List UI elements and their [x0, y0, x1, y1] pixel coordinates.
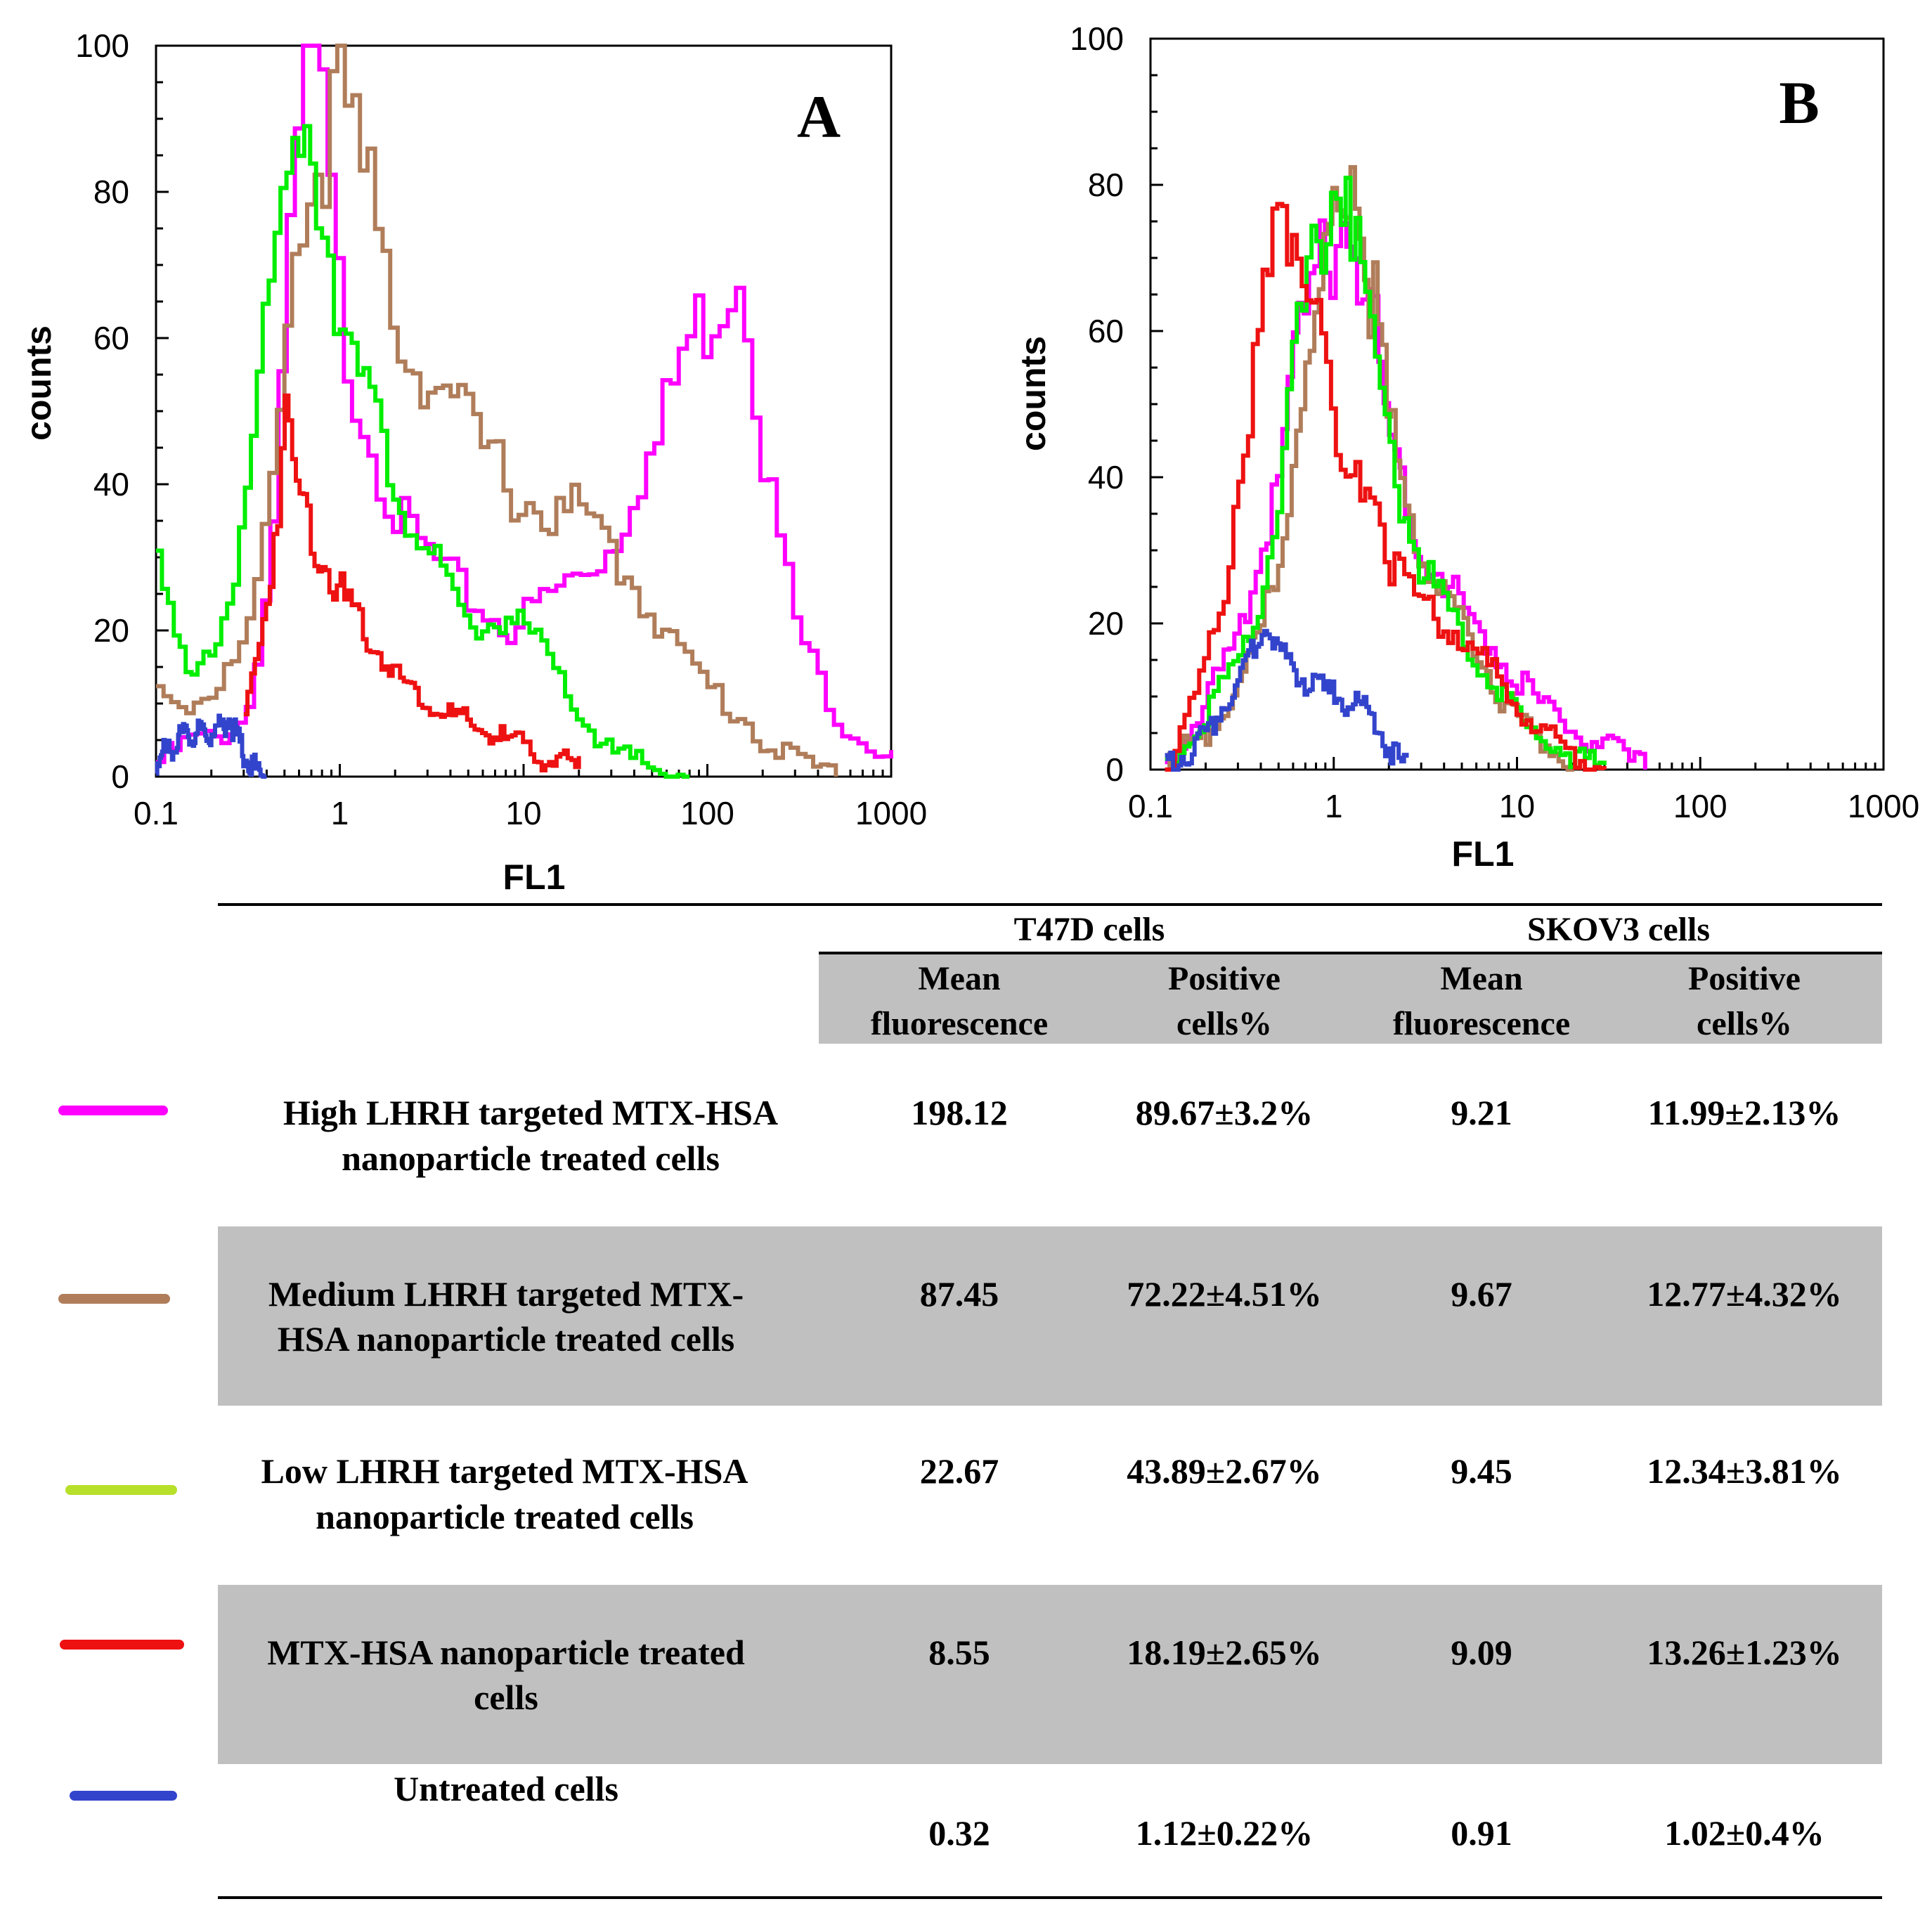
row-label: Low LHRH targeted MTX-HSA	[261, 1451, 748, 1491]
series-line-3	[1165, 176, 1607, 770]
table-cell: 12.77±4.32%	[1647, 1274, 1841, 1314]
y-tick-label: 0	[1106, 751, 1124, 788]
col-header-mean-fluorescence: fluorescence	[871, 1005, 1048, 1042]
y-tick-label: 60	[93, 320, 129, 356]
series-layer	[1165, 164, 1647, 772]
row-shading	[218, 1585, 1882, 1764]
table-cell: 89.67±3.2%	[1136, 1093, 1313, 1132]
row-label: Medium LHRH targeted MTX-	[268, 1274, 744, 1314]
x-axis-label: FL1	[503, 857, 566, 897]
x-tick-label: 1000	[855, 795, 927, 831]
y-tick-label: 100	[75, 27, 129, 64]
y-tick-label: 80	[1088, 167, 1124, 203]
row-label: cells	[474, 1678, 538, 1717]
table-cell: 0.32	[928, 1813, 990, 1853]
row-label: nanoparticle treated cells	[342, 1139, 720, 1178]
row-label: Untreated cells	[394, 1769, 618, 1808]
table-cell: 198.12	[911, 1093, 1008, 1132]
row-label: nanoparticle treated cells	[316, 1497, 694, 1536]
y-axis-label: counts	[19, 325, 58, 441]
x-tick-label: 10	[505, 795, 541, 831]
col-header-positive-cells: Positive	[1168, 960, 1281, 997]
row-label: HSA nanoparticle treated cells	[278, 1319, 734, 1359]
table-cell: 0.91	[1451, 1813, 1512, 1853]
table-cell: 72.22±4.51%	[1127, 1274, 1321, 1314]
table-cell: 9.45	[1451, 1451, 1512, 1491]
y-tick-label: 20	[93, 612, 129, 649]
row-shading	[218, 1226, 1882, 1406]
series-line-2	[156, 44, 838, 777]
row-label: High LHRH targeted MTX-HSA	[283, 1093, 778, 1132]
series-line-4	[243, 393, 581, 772]
y-tick-label: 40	[93, 466, 129, 503]
col-header-positive-cells: Positive	[1688, 960, 1801, 997]
table-cell: 18.19±2.65%	[1127, 1633, 1321, 1672]
x-tick-label: 10	[1499, 788, 1535, 824]
y-tick-label: 20	[1088, 605, 1124, 642]
col-header-positive-cells: cells%	[1176, 1005, 1272, 1042]
x-axis-label: FL1	[1452, 834, 1515, 874]
x-tick-label: 100	[680, 795, 734, 831]
y-tick-label: 60	[1088, 313, 1124, 349]
x-tick-label: 1000	[1848, 788, 1919, 824]
y-axis-label: counts	[1013, 336, 1053, 451]
y-tick-label: 40	[1088, 459, 1124, 495]
table-cell: 8.55	[928, 1633, 990, 1672]
col-header-mean-fluorescence: Mean	[918, 960, 1000, 997]
table-cell: 9.67	[1451, 1274, 1512, 1314]
results-table: T47D cells SKOV3 cells Mean fluorescence…	[58, 903, 1882, 1899]
series-line-5	[155, 713, 267, 779]
x-tick-label: 100	[1673, 788, 1727, 824]
series-layer	[155, 44, 893, 779]
row-label: MTX-HSA nanoparticle treated	[267, 1633, 745, 1672]
table-cell: 87.45	[920, 1274, 999, 1314]
col-header-mean-fluorescence: fluorescence	[1393, 1005, 1570, 1042]
table-cell: 13.26±1.23%	[1647, 1633, 1841, 1672]
group-header-skov3: SKOV3 cells	[1527, 911, 1710, 948]
table-cell: 9.21	[1451, 1093, 1512, 1132]
group-header-t47d: T47D cells	[1014, 911, 1165, 948]
series-line-5	[1165, 628, 1409, 772]
plot-frame	[155, 44, 893, 778]
panel-label: A	[797, 83, 841, 150]
x-tick-label: 0.1	[1128, 788, 1173, 824]
x-tick-label: 1	[331, 795, 349, 831]
y-tick-label: 100	[1070, 20, 1124, 57]
panel-label: B	[1779, 69, 1819, 136]
y-tick-label: 0	[111, 758, 129, 795]
col-header-mean-fluorescence: Mean	[1440, 960, 1522, 997]
series-line-4	[1165, 202, 1607, 772]
table-cell: 1.12±0.22%	[1136, 1813, 1313, 1853]
x-tick-label: 0.1	[134, 795, 179, 831]
histogram-panel-b: 0.1 1 10 100 1000 0 20 40 60 80 100 B FL1 counts	[1013, 20, 1919, 874]
table-cell: 1.02±0.4%	[1664, 1813, 1824, 1853]
histogram-panel-a: 0.1 1 10 100 1000 0 20 40 60 80 100 A FL1 counts	[19, 27, 927, 897]
x-tick-label: 1	[1325, 788, 1343, 824]
series-line-1	[156, 44, 893, 765]
y-tick-label: 80	[93, 174, 129, 210]
col-header-positive-cells: cells%	[1697, 1005, 1792, 1042]
header-shading	[819, 954, 1882, 1044]
series-line-1	[1165, 218, 1647, 770]
plot-frame	[1149, 37, 1885, 771]
table-cell: 11.99±2.13%	[1648, 1093, 1841, 1132]
table-cell: 12.34±3.81%	[1647, 1451, 1841, 1491]
table-cell: 22.67	[920, 1451, 999, 1491]
table-cell: 43.89±2.67%	[1127, 1451, 1321, 1491]
table-cell: 9.09	[1451, 1633, 1512, 1672]
series-line-3	[156, 124, 690, 779]
